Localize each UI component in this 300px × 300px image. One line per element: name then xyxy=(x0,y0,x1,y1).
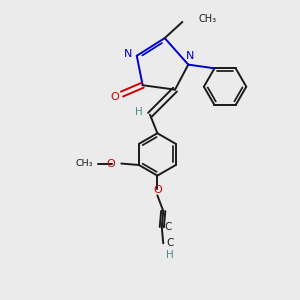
Text: CH₃: CH₃ xyxy=(199,14,217,24)
Text: N: N xyxy=(186,51,194,62)
Text: O: O xyxy=(153,185,162,195)
Text: H: H xyxy=(166,250,174,260)
Text: O: O xyxy=(107,158,116,169)
Text: N: N xyxy=(124,49,133,59)
Text: C: C xyxy=(166,238,173,248)
Text: C: C xyxy=(165,222,172,232)
Text: H: H xyxy=(135,107,143,117)
Text: O: O xyxy=(110,92,119,102)
Text: CH₃: CH₃ xyxy=(76,159,93,168)
